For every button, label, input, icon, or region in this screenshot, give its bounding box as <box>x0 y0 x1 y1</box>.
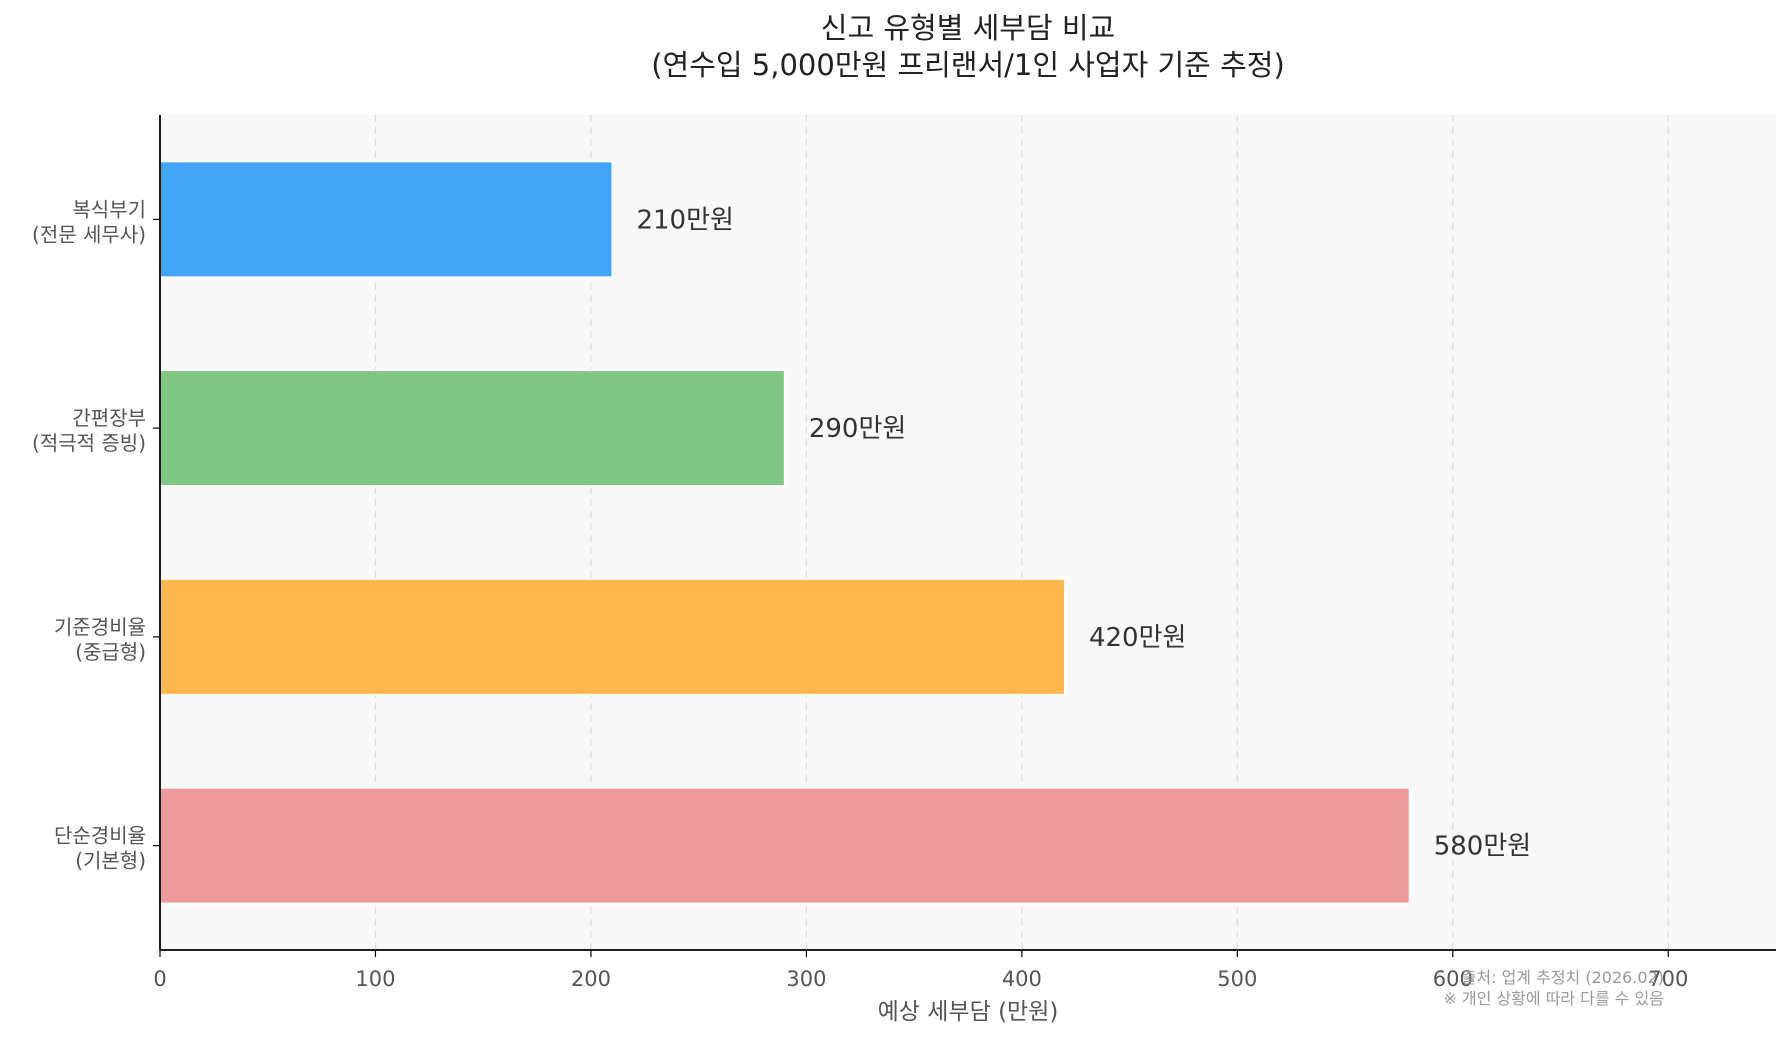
y-tick-label-line: 단순경비율 <box>54 824 146 848</box>
x-tick-label: 300 <box>786 967 826 991</box>
x-tick-label: 500 <box>1217 967 1257 991</box>
chart-title: 신고 유형별 세부담 비교 <box>821 11 1115 45</box>
axes-layer: 0 100 200 300 400 500 600 700 복식부기 (전문 세무사) 간편장부 (적… <box>32 115 1776 991</box>
labels-layer: 210만원 290만원 420만원 580만원 <box>636 205 1531 861</box>
y-tick-label-line: (중급형) <box>75 640 146 664</box>
y-tick-label-line: (기본형) <box>75 849 146 873</box>
bar <box>159 577 1066 696</box>
x-tick-label: 700 <box>1648 967 1688 991</box>
x-axis-label: 예상 세부담 (만원) <box>878 999 1059 1025</box>
chart-subtitle: (연수입 5,000만원 프리랜서/1인 사업자 기준 추정) <box>651 48 1285 82</box>
bar-value-label: 420만원 <box>1089 623 1186 653</box>
y-tick-label: 간편장부 (적극적 증빙) <box>32 406 146 455</box>
y-tick-label-line: (적극적 증빙) <box>32 431 146 455</box>
y-tick-label-line: (전문 세무사) <box>32 222 146 246</box>
bars-layer <box>159 160 1411 905</box>
bar-value-label: 210만원 <box>636 205 733 235</box>
source-note: 출처: 업계 추정치 (2026.02) <box>1462 968 1664 987</box>
y-tick-label-line: 복식부기 <box>72 197 146 221</box>
bar <box>159 160 614 279</box>
bar <box>159 786 1411 905</box>
x-tick-label: 200 <box>571 967 611 991</box>
y-tick-label: 복식부기 (전문 세무사) <box>32 197 146 246</box>
disclaimer-note: ※ 개인 상황에 따라 다를 수 있음 <box>1443 989 1664 1008</box>
x-tick-label: 600 <box>1433 967 1473 991</box>
x-tick-label: 400 <box>1002 967 1042 991</box>
x-tick-label: 0 <box>153 967 166 991</box>
bar <box>159 369 786 488</box>
y-tick-label: 기준경비율 (중급형) <box>54 615 146 664</box>
bar-value-label: 580만원 <box>1434 832 1531 862</box>
y-tick-label: 단순경비율 (기본형) <box>54 824 146 873</box>
y-tick-label-line: 간편장부 <box>72 406 146 430</box>
x-tick-label: 100 <box>355 967 395 991</box>
bar-value-label: 290만원 <box>809 414 906 444</box>
y-tick-label-line: 기준경비율 <box>54 615 146 639</box>
